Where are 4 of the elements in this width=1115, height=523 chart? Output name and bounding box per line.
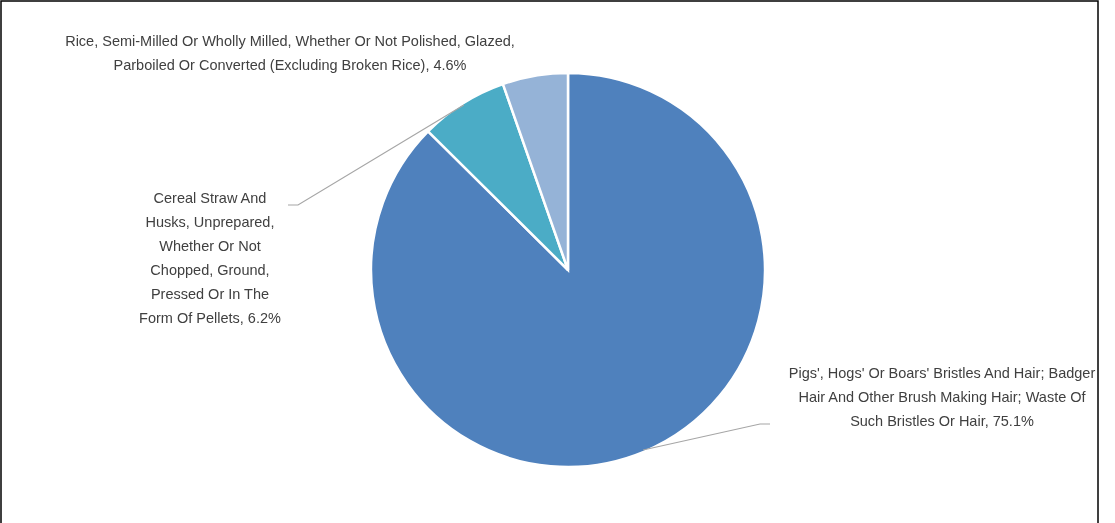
- slice-label: Pigs', Hogs' Or Boars' Bristles And Hair; Badger Hair And Other Brush Making Hair; Waste Of Such Bristles Or Hair, 75.1%: [788, 365, 1096, 429]
- pie-slice: [369, 71, 767, 468]
- slice-label: Rice, Semi-Milled Or Wholly Milled, Whether Or Not Polished, Glazed, Parboiled Or Converted (Excluding Broken Rice), 4.6%: [65, 33, 515, 73]
- slice-label: Cereal Straw And Husks, Unprepared, Whether Or Not Chopped, Ground, Pressed Or In The Form Of Pellets, 6.2%: [139, 190, 282, 326]
